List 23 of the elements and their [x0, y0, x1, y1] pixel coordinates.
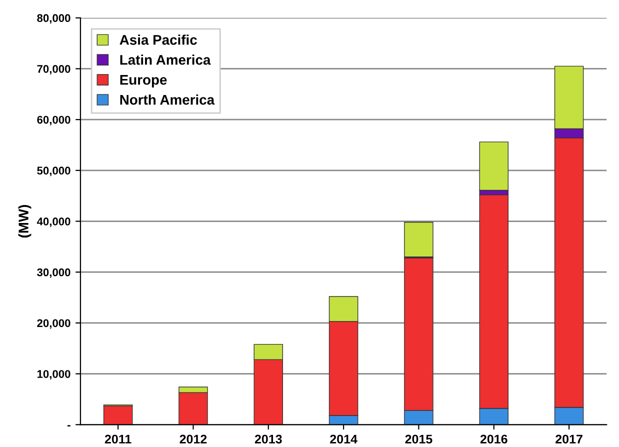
legend-label: Latin America: [120, 54, 211, 65]
x-tick-label: 2013: [254, 434, 282, 444]
y-tick-label: -: [67, 425, 70, 426]
x-tick-label: 2016: [480, 434, 508, 444]
x-tick-label: 2017: [556, 434, 582, 444]
legend-label: Europe: [120, 75, 167, 88]
y-tick-label: 10,000: [37, 370, 70, 380]
y-tick-label: 70,000: [37, 64, 70, 74]
y-tick-label: 60,000: [37, 116, 70, 126]
y-tick-label: 20,000: [37, 319, 70, 329]
x-tick-label: 2014: [330, 434, 358, 444]
legend-label: Asia Pacific: [120, 34, 197, 45]
y-tick-label: 40,000: [36, 218, 70, 228]
bar: [479, 142, 509, 191]
y-tick-label: 80,000: [37, 14, 70, 24]
y-tick-label: 50,000: [37, 166, 70, 176]
bar: [103, 405, 133, 425]
x-tick-label: 2015: [405, 434, 432, 444]
y-axis-title: (MW): [18, 204, 32, 238]
y-tick-label: 30,000: [37, 268, 70, 278]
legend-label: North America: [120, 94, 215, 105]
x-tick-label: 2011: [104, 434, 132, 444]
x-tick-label: 2012: [180, 434, 207, 444]
